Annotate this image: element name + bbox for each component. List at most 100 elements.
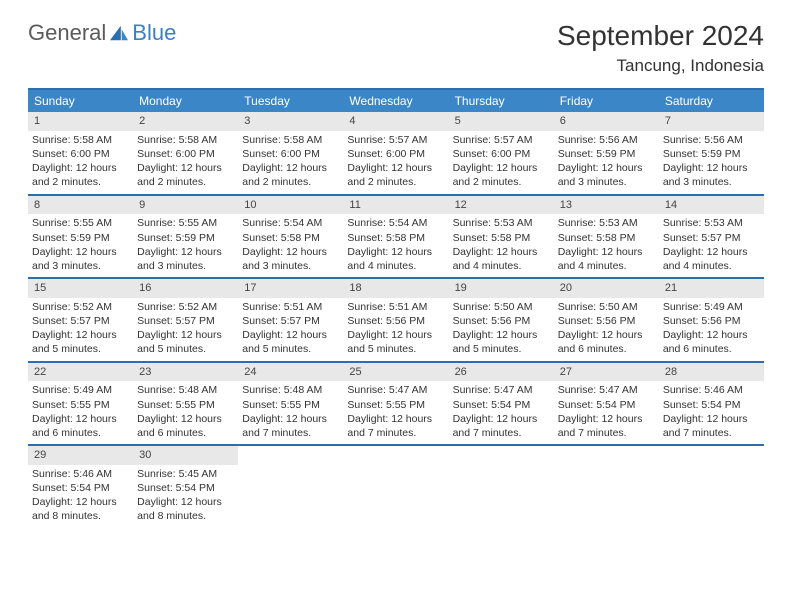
calendar-week: 29Sunrise: 5:46 AMSunset: 5:54 PMDayligh… (28, 446, 764, 528)
calendar-day: 2Sunrise: 5:58 AMSunset: 6:00 PMDaylight… (133, 112, 238, 194)
daylight-text: Daylight: 12 hours and 3 minutes. (558, 161, 655, 189)
daylight-text: Daylight: 12 hours and 5 minutes. (347, 328, 444, 356)
day-number: 21 (659, 279, 764, 298)
day-number: 12 (449, 196, 554, 215)
day-number: 8 (28, 196, 133, 215)
sunset-text: Sunset: 5:58 PM (242, 231, 339, 245)
sunset-text: Sunset: 5:55 PM (347, 398, 444, 412)
sunset-text: Sunset: 6:00 PM (242, 147, 339, 161)
sunset-text: Sunset: 5:56 PM (453, 314, 550, 328)
sunset-text: Sunset: 5:55 PM (137, 398, 234, 412)
sunset-text: Sunset: 5:54 PM (32, 481, 129, 495)
daylight-text: Daylight: 12 hours and 6 minutes. (32, 412, 129, 440)
day-number: 19 (449, 279, 554, 298)
calendar-day (659, 446, 764, 528)
sunset-text: Sunset: 5:57 PM (32, 314, 129, 328)
sunrise-text: Sunrise: 5:51 AM (242, 300, 339, 314)
sunrise-text: Sunrise: 5:57 AM (347, 133, 444, 147)
calendar-day: 6Sunrise: 5:56 AMSunset: 5:59 PMDaylight… (554, 112, 659, 194)
day-number: 18 (343, 279, 448, 298)
daylight-text: Daylight: 12 hours and 5 minutes. (242, 328, 339, 356)
day-of-week-header: Thursday (449, 90, 554, 112)
logo-text-general: General (28, 20, 106, 46)
day-number: 5 (449, 112, 554, 131)
sunrise-text: Sunrise: 5:55 AM (32, 216, 129, 230)
day-number: 20 (554, 279, 659, 298)
calendar-day: 13Sunrise: 5:53 AMSunset: 5:58 PMDayligh… (554, 196, 659, 278)
day-number: 10 (238, 196, 343, 215)
sunset-text: Sunset: 5:56 PM (558, 314, 655, 328)
day-number: 9 (133, 196, 238, 215)
daylight-text: Daylight: 12 hours and 5 minutes. (137, 328, 234, 356)
sunrise-text: Sunrise: 5:46 AM (663, 383, 760, 397)
daylight-text: Daylight: 12 hours and 4 minutes. (347, 245, 444, 273)
calendar-day: 21Sunrise: 5:49 AMSunset: 5:56 PMDayligh… (659, 279, 764, 361)
sail-icon (108, 24, 130, 42)
sunrise-text: Sunrise: 5:57 AM (453, 133, 550, 147)
daylight-text: Daylight: 12 hours and 7 minutes. (347, 412, 444, 440)
sunrise-text: Sunrise: 5:58 AM (137, 133, 234, 147)
sunrise-text: Sunrise: 5:50 AM (453, 300, 550, 314)
sunrise-text: Sunrise: 5:53 AM (453, 216, 550, 230)
sunrise-text: Sunrise: 5:48 AM (242, 383, 339, 397)
sunrise-text: Sunrise: 5:54 AM (242, 216, 339, 230)
calendar-day: 9Sunrise: 5:55 AMSunset: 5:59 PMDaylight… (133, 196, 238, 278)
day-of-week-header: Wednesday (343, 90, 448, 112)
sunrise-text: Sunrise: 5:52 AM (137, 300, 234, 314)
sunset-text: Sunset: 5:59 PM (32, 231, 129, 245)
daylight-text: Daylight: 12 hours and 7 minutes. (242, 412, 339, 440)
sunrise-text: Sunrise: 5:56 AM (663, 133, 760, 147)
calendar-day: 30Sunrise: 5:45 AMSunset: 5:54 PMDayligh… (133, 446, 238, 528)
daylight-text: Daylight: 12 hours and 6 minutes. (558, 328, 655, 356)
sunset-text: Sunset: 5:56 PM (663, 314, 760, 328)
calendar-day: 19 Sunrise: 5:50 AMSunset: 5:56 PMDayligh… (449, 279, 554, 361)
calendar-day (554, 446, 659, 528)
sunset-text: Sunset: 5:54 PM (663, 398, 760, 412)
daylight-text: Daylight: 12 hours and 4 minutes. (558, 245, 655, 273)
header: General Blue September 2024 Tancung, Ind… (28, 20, 764, 76)
day-number: 24 (238, 363, 343, 382)
calendar-day: 23Sunrise: 5:48 AMSunset: 5:55 PMDayligh… (133, 363, 238, 445)
day-of-week-header: Saturday (659, 90, 764, 112)
sunrise-text: Sunrise: 5:55 AM (137, 216, 234, 230)
daylight-text: Daylight: 12 hours and 5 minutes. (32, 328, 129, 356)
day-number: 30 (133, 446, 238, 465)
day-number: 16 (133, 279, 238, 298)
sunset-text: Sunset: 5:54 PM (558, 398, 655, 412)
calendar-day: 10Sunrise: 5:54 AMSunset: 5:58 PMDayligh… (238, 196, 343, 278)
sunset-text: Sunset: 5:57 PM (137, 314, 234, 328)
daylight-text: Daylight: 12 hours and 8 minutes. (32, 495, 129, 523)
daylight-text: Daylight: 12 hours and 3 minutes. (32, 245, 129, 273)
day-number: 25 (343, 363, 448, 382)
daylight-text: Daylight: 12 hours and 4 minutes. (663, 245, 760, 273)
logo: General Blue (28, 20, 176, 46)
daylight-text: Daylight: 12 hours and 5 minutes. (453, 328, 550, 356)
daylight-text: Daylight: 12 hours and 7 minutes. (558, 412, 655, 440)
calendar-day: 22Sunrise: 5:49 AMSunset: 5:55 PMDayligh… (28, 363, 133, 445)
day-number: 22 (28, 363, 133, 382)
calendar-day: 17Sunrise: 5:51 AMSunset: 5:57 PMDayligh… (238, 279, 343, 361)
sunrise-text: Sunrise: 5:46 AM (32, 467, 129, 481)
sunset-text: Sunset: 6:00 PM (137, 147, 234, 161)
daylight-text: Daylight: 12 hours and 4 minutes. (453, 245, 550, 273)
sunset-text: Sunset: 6:00 PM (453, 147, 550, 161)
calendar-day: 12Sunrise: 5:53 AMSunset: 5:58 PMDayligh… (449, 196, 554, 278)
day-of-week-header: Tuesday (238, 90, 343, 112)
sunrise-text: Sunrise: 5:49 AM (32, 383, 129, 397)
day-number: 4 (343, 112, 448, 131)
sunset-text: Sunset: 5:58 PM (347, 231, 444, 245)
calendar-day: 8Sunrise: 5:55 AMSunset: 5:59 PMDaylight… (28, 196, 133, 278)
day-number: 17 (238, 279, 343, 298)
calendar-day (449, 446, 554, 528)
calendar-day: 16 Sunrise: 5:52 AMSunset: 5:57 PMDayligh… (133, 279, 238, 361)
calendar-week: 22Sunrise: 5:49 AMSunset: 5:55 PMDayligh… (28, 363, 764, 447)
calendar-day: 1Sunrise: 5:58 AMSunset: 6:00 PMDaylight… (28, 112, 133, 194)
daylight-text: Daylight: 12 hours and 6 minutes. (663, 328, 760, 356)
calendar-day: 29Sunrise: 5:46 AMSunset: 5:54 PMDayligh… (28, 446, 133, 528)
sunrise-text: Sunrise: 5:47 AM (558, 383, 655, 397)
sunset-text: Sunset: 5:55 PM (32, 398, 129, 412)
sunrise-text: Sunrise: 5:47 AM (453, 383, 550, 397)
day-of-week-header: Monday (133, 90, 238, 112)
sunset-text: Sunset: 5:54 PM (453, 398, 550, 412)
daylight-text: Daylight: 12 hours and 8 minutes. (137, 495, 234, 523)
